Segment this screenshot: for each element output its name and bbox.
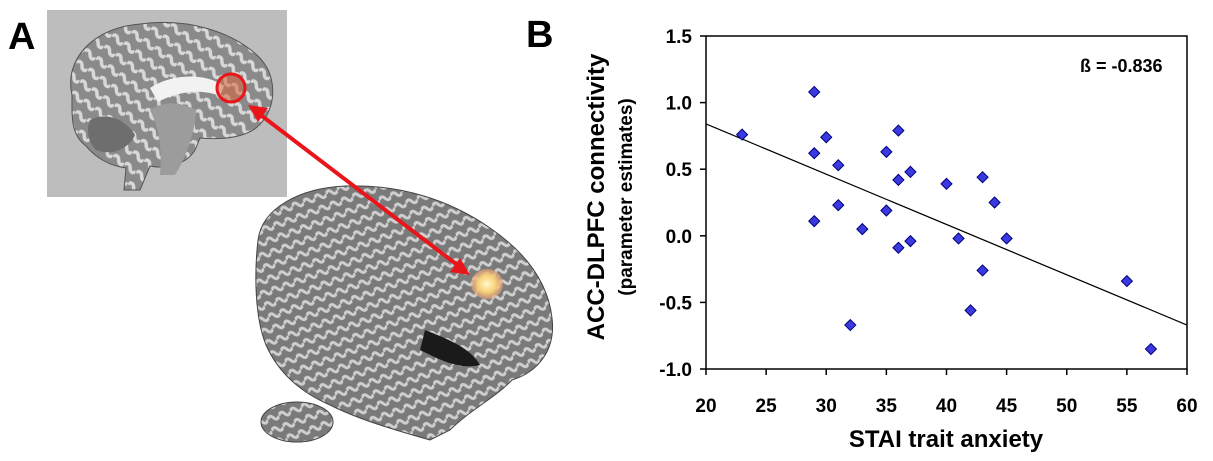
x-tick-label: 30 bbox=[816, 396, 837, 417]
data-point bbox=[880, 145, 893, 159]
data-point bbox=[1120, 274, 1134, 288]
data-point bbox=[735, 128, 749, 141]
y-tick-label: 0.0 bbox=[666, 227, 692, 248]
x-tick-label: 60 bbox=[1176, 396, 1197, 417]
data-point bbox=[892, 241, 905, 254]
data-point bbox=[976, 264, 989, 277]
data-point bbox=[820, 131, 833, 144]
data-point bbox=[940, 177, 953, 191]
beta-annotation: ß = -0.836 bbox=[1080, 56, 1163, 76]
lateral-brain-image bbox=[255, 185, 554, 443]
data-point bbox=[844, 318, 857, 332]
data-point bbox=[892, 173, 905, 187]
data-points bbox=[735, 85, 1158, 356]
panel-label-a: A bbox=[8, 16, 36, 58]
activation-blob bbox=[471, 269, 503, 299]
plot-frame bbox=[705, 35, 1188, 370]
y-ticks: -1.0 -0.5 0.0 0.5 1.0 1.5 bbox=[659, 27, 706, 381]
x-tick-label: 55 bbox=[1116, 396, 1138, 417]
panel-label-b: B bbox=[526, 14, 554, 56]
data-point bbox=[904, 234, 917, 248]
y-tick-label: -0.5 bbox=[659, 293, 692, 314]
x-tick-label: 50 bbox=[1056, 396, 1077, 417]
x-ticks: 20 25 30 35 40 45 50 55 60 bbox=[695, 369, 1198, 417]
x-tick-label: 45 bbox=[996, 396, 1018, 417]
data-point bbox=[808, 85, 821, 99]
x-tick-label: 35 bbox=[876, 396, 898, 417]
y-axis-title: ACC-DLPFC connectivity bbox=[583, 53, 610, 340]
plot-border bbox=[705, 35, 1188, 370]
data-point bbox=[832, 158, 845, 172]
data-point bbox=[1000, 232, 1013, 245]
data-point bbox=[880, 204, 893, 217]
data-point bbox=[964, 304, 977, 317]
sagittal-brain-image bbox=[47, 10, 287, 197]
data-point bbox=[832, 198, 845, 212]
x-axis-title: STAI trait anxiety bbox=[849, 426, 1044, 453]
connectivity-arrow bbox=[248, 105, 470, 275]
regression-line bbox=[705, 123, 1188, 326]
data-point bbox=[952, 232, 965, 245]
data-point bbox=[892, 124, 905, 137]
brain-illustration bbox=[47, 10, 554, 443]
data-point bbox=[988, 196, 1001, 209]
y-axis-subtitle: (parameter estimates) bbox=[616, 98, 637, 295]
x-tick-label: 20 bbox=[695, 396, 716, 417]
roi-circle bbox=[215, 72, 247, 104]
y-tick-label: 1.0 bbox=[666, 94, 692, 115]
data-point bbox=[808, 214, 821, 228]
data-point bbox=[808, 147, 821, 160]
regression-line-layer bbox=[705, 123, 1188, 326]
y-tick-label: 0.5 bbox=[666, 160, 693, 181]
data-point bbox=[1144, 342, 1158, 356]
y-tick-label: 1.5 bbox=[666, 27, 693, 48]
y-tick-label: -1.0 bbox=[659, 360, 692, 381]
x-tick-label: 25 bbox=[756, 396, 778, 417]
data-point bbox=[856, 222, 869, 236]
data-point bbox=[976, 170, 989, 184]
x-tick-label: 40 bbox=[936, 396, 957, 417]
data-point bbox=[904, 165, 917, 179]
